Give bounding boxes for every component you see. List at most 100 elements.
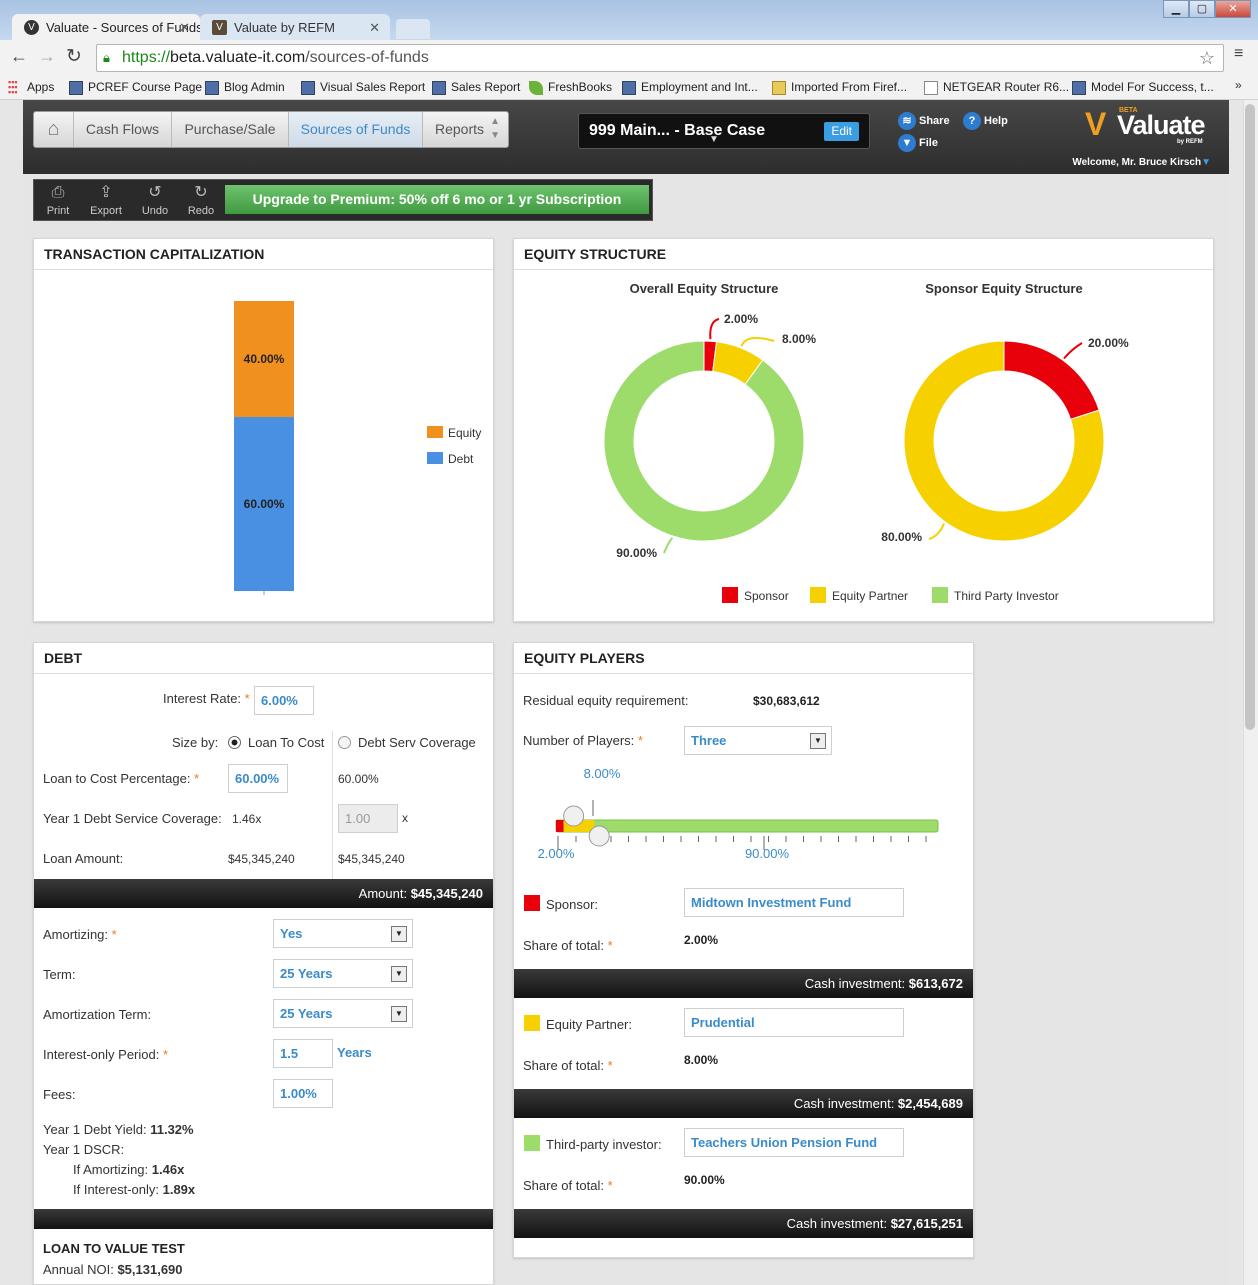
export-button[interactable]: ⇪ Export (90, 184, 122, 217)
action-toolbar: ⎙ Print ⇪ Export ↺ Undo ↻ Redo Upgrade to Pr… (33, 179, 653, 221)
address-bar[interactable]: 🔒︎ https://beta.valuate-it.com/sources-o… (96, 44, 1224, 72)
required-marker: * (607, 1178, 613, 1193)
term-select[interactable]: 25 Years ▼ (273, 959, 413, 988)
debt-service-coverage-radio[interactable]: Debt Serv Coverage (338, 735, 476, 750)
interest-rate-input[interactable]: 6.00% (254, 686, 314, 715)
bookmark-item[interactable]: Model For Success, t... (1072, 77, 1214, 97)
chevron-down-icon: ▼ (898, 134, 916, 152)
amortizing-label: Amortizing: * (43, 927, 117, 942)
home-icon: ⌂ (47, 118, 60, 140)
residual-equity-value: $30,683,612 (753, 694, 820, 708)
tab-cash-flows[interactable]: Cash Flows (74, 112, 172, 147)
deal-selector[interactable]: 999 Main... - Base Case Edit ▼ (578, 113, 870, 149)
new-tab-button[interactable] (396, 19, 430, 39)
help-link[interactable]: ? Help (963, 112, 1008, 130)
scrollbar-thumb[interactable] (1245, 104, 1255, 730)
close-window-icon[interactable]: ✕ (1215, 0, 1251, 18)
legend-label: Third Party Investor (954, 589, 1059, 603)
tab-reports[interactable]: Reports ▲ ▼ (423, 112, 508, 147)
bookmark-item[interactable]: Sales Report (432, 77, 520, 97)
loan-to-cost-radio[interactable]: Loan To Cost (228, 735, 324, 750)
ltv-test-title: LOAN TO VALUE TEST (43, 1241, 185, 1256)
leader-line (709, 318, 720, 340)
player-name-input[interactable]: Teachers Union Pension Fund (684, 1128, 904, 1157)
bar-data-label: 40.00% (244, 352, 285, 366)
maximize-icon[interactable]: ▢ (1189, 0, 1215, 18)
tab-purchase-sale[interactable]: Purchase/Sale (172, 112, 289, 147)
undo-icon: ↺ (148, 184, 162, 201)
valuate-favicon-icon: V (24, 20, 39, 35)
tab-sources-of-funds[interactable]: Sources of Funds (289, 112, 423, 147)
ltc-input[interactable]: 60.00% (228, 764, 288, 793)
bookmark-item[interactable]: PCREF Course Page (69, 77, 202, 97)
amount-bar: Amount: $45,345,240 (34, 879, 493, 908)
edit-button[interactable]: Edit (824, 122, 859, 141)
bookmark-item[interactable]: Employment and Int... (622, 77, 758, 97)
cash-investment-bar: Cash investment: $27,615,251 (514, 1209, 973, 1238)
radio-selected-icon (228, 736, 241, 749)
section-divider-bar (34, 1209, 493, 1229)
more-bookmarks-icon[interactable]: » (1235, 78, 1242, 92)
player-color-swatch (524, 1135, 540, 1151)
close-tab-icon[interactable]: ✕ (369, 20, 380, 35)
undo-button[interactable]: ↺ Undo (141, 184, 169, 217)
export-icon: ⇪ (99, 184, 113, 201)
slider-track-third-party (555, 819, 939, 833)
minimize-icon[interactable]: ▁ (1163, 0, 1189, 18)
bookmark-item[interactable]: Blog Admin (205, 77, 285, 97)
interest-rate-label: Interest Rate: * (163, 691, 250, 706)
welcome-user-menu[interactable]: Welcome, Mr. Bruce Kirsch▼ (1072, 157, 1211, 168)
player-name-input[interactable]: Prudential (684, 1008, 904, 1037)
capitalization-chart: 60.00% 40.00% Equity Debt (234, 301, 481, 595)
panel-title: EQUITY PLAYERS (514, 643, 973, 674)
bookmark-icon (432, 81, 446, 95)
chevron-down-icon: ▼ (1201, 157, 1211, 168)
dscr-unit: x (402, 811, 408, 825)
amortizing-select[interactable]: Yes ▼ (273, 919, 413, 948)
dscr-input[interactable]: 1.00 (338, 804, 398, 833)
star-bookmark-icon[interactable]: ☆ (1198, 48, 1215, 68)
browser-tab-active[interactable]: V Valuate - Sources of Funds ✕ (12, 14, 200, 41)
tab-title: Valuate by REFM (234, 20, 335, 35)
equity-split-slider[interactable]: 8.00% 2.00% 90.00% (514, 758, 973, 868)
menu-icon[interactable]: ≡ (1234, 45, 1244, 62)
loan-amount-label: Loan Amount: (43, 851, 124, 866)
upgrade-button[interactable]: Upgrade to Premium: 50% off 6 mo or 1 yr… (225, 185, 649, 214)
bookmark-apps[interactable]: ▪▪▪ ▪▪▪ ▪▪▪ Apps (8, 77, 55, 97)
bookmark-item[interactable]: Visual Sales Report (301, 77, 425, 97)
share-link[interactable]: ≋ Share (898, 112, 950, 130)
term-label: Term: (43, 967, 76, 982)
bookmark-folder[interactable]: Imported From Firef... (772, 77, 907, 97)
print-button[interactable]: ⎙ Print (46, 184, 70, 217)
share-icon: ≋ (898, 112, 916, 130)
reload-icon[interactable]: ↻ (66, 46, 82, 67)
bookmark-item[interactable]: NETGEAR Router R6... (924, 77, 1069, 97)
share-of-total-value: 8.00% (684, 1053, 719, 1067)
redo-button[interactable]: ↻ Redo (187, 184, 215, 217)
legend-label: Equity (448, 426, 481, 440)
panel-title: EQUITY STRUCTURE (514, 239, 1213, 270)
player-color-swatch (524, 895, 540, 911)
interest-only-unit: Years (337, 1045, 372, 1060)
chart-title: Overall Equity Structure (630, 281, 779, 296)
interest-only-input[interactable]: 1.5 (273, 1039, 333, 1068)
chevron-down-icon: ▼ (391, 1006, 407, 1022)
fees-input[interactable]: 1.00% (273, 1079, 333, 1108)
printer-icon: ⎙ (51, 184, 65, 201)
forward-icon[interactable]: → (38, 46, 56, 66)
back-icon[interactable]: ← (10, 46, 28, 66)
bookmark-item[interactable]: FreshBooks (529, 77, 612, 97)
amortization-term-select[interactable]: 25 Years ▼ (273, 999, 413, 1028)
slider-handle-sponsor (563, 805, 585, 827)
player-name-input[interactable]: Midtown Investment Fund (684, 888, 904, 917)
share-of-total-label: Share of total: * (523, 1178, 613, 1193)
number-of-players-select[interactable]: Three ▼ (684, 726, 832, 755)
player-role-label: Equity Partner: (546, 1017, 632, 1032)
chart-title: Sponsor Equity Structure (925, 281, 1082, 296)
home-button[interactable]: ⌂ (34, 112, 74, 147)
close-tab-icon[interactable]: ✕ (179, 20, 190, 35)
expand-chevron-icon[interactable]: ▼ (709, 134, 719, 145)
browser-tab[interactable]: V Valuate by REFM ✕ (200, 14, 390, 41)
file-menu[interactable]: ▼ File (898, 134, 938, 152)
lock-icon: 🔒︎ (103, 50, 110, 65)
